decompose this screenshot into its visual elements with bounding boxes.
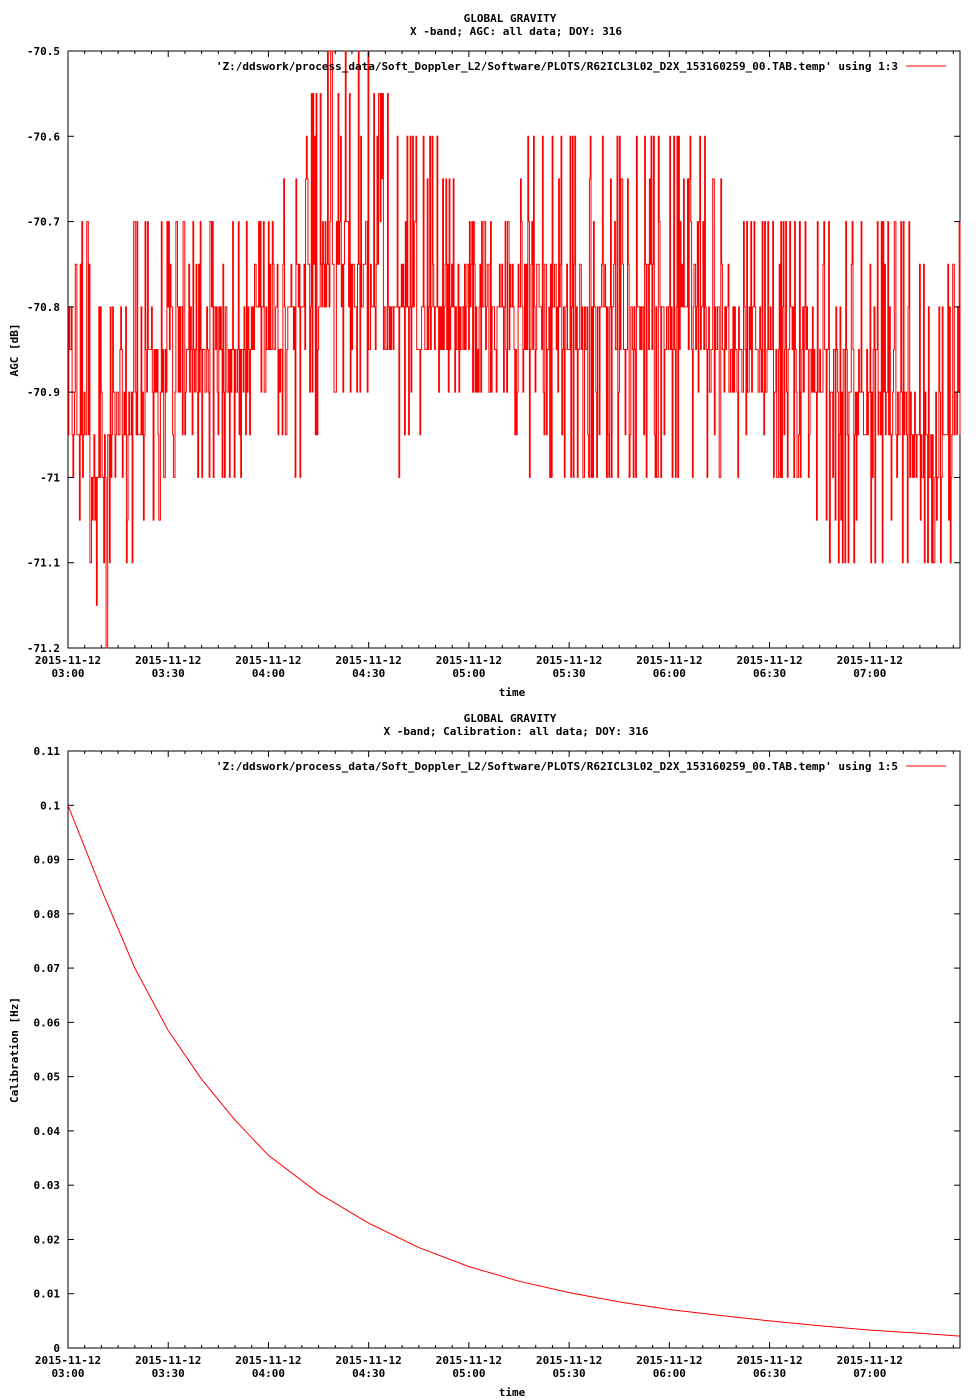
calibration-y-tick-label: 0.08 [34, 908, 61, 921]
agc-y-tick-label: -70.7 [27, 216, 60, 229]
calibration-x-tick-date: 2015-11-12 [536, 1354, 602, 1367]
calibration-x-tick-date: 2015-11-12 [837, 1354, 903, 1367]
agc-y-tick-label: -71 [40, 471, 60, 484]
calibration-y-tick-label: 0.07 [34, 962, 61, 975]
agc-x-tick-date: 2015-11-12 [336, 654, 402, 667]
calibration-y-tick-label: 0.03 [34, 1179, 61, 1192]
calibration-y-tick-label: 0.04 [34, 1125, 61, 1138]
calibration-x-tick-date: 2015-11-12 [135, 1354, 201, 1367]
agc-legend: 'Z:/ddswork/process_data/Soft_Doppler_L2… [216, 60, 946, 73]
agc-x-tick-date: 2015-11-12 [636, 654, 702, 667]
calibration-y-tick-label: 0.02 [34, 1233, 61, 1246]
calibration-y-tick-label: 0.1 [40, 799, 60, 812]
agc-x-tick-time: 05:00 [452, 667, 485, 680]
calibration-y-axis-label: Calibration [Hz] [8, 997, 21, 1103]
calibration-x-tick-time: 04:30 [352, 1367, 385, 1380]
calibration-chart-subtitle: X -band; Calibration: all data; DOY: 316 [384, 725, 649, 738]
calibration-x-axis-label: time [499, 1386, 526, 1399]
agc-x-axis-label: time [499, 686, 526, 699]
calibration-x-tick-time: 03:00 [51, 1367, 84, 1380]
calibration-x-tick-time: 05:00 [452, 1367, 485, 1380]
agc-chart-subtitle: X -band; AGC: all data; DOY: 316 [410, 25, 622, 38]
calibration-x-tick-date: 2015-11-12 [336, 1354, 402, 1367]
calibration-x-tick-time: 04:00 [252, 1367, 285, 1380]
agc-x-tick-date: 2015-11-12 [135, 654, 201, 667]
calibration-x-tick-date: 2015-11-12 [436, 1354, 502, 1367]
agc-x-tick-date: 2015-11-12 [436, 654, 502, 667]
agc-x-tick-time: 07:00 [853, 667, 886, 680]
agc-series-line [68, 50, 961, 649]
agc-x-axis: 2015-11-1203:002015-11-1203:302015-11-12… [35, 51, 954, 680]
agc-chart: GLOBAL GRAVITY X -band; AGC: all data; D… [8, 12, 961, 699]
calibration-series-line [67, 805, 961, 1337]
agc-x-tick-time: 06:00 [653, 667, 686, 680]
calibration-x-tick-time: 03:30 [152, 1367, 185, 1380]
agc-x-tick-date: 2015-11-12 [837, 654, 903, 667]
calibration-series [67, 805, 961, 1337]
agc-legend-label: 'Z:/ddswork/process_data/Soft_Doppler_L2… [216, 60, 898, 73]
calibration-x-tick-time: 06:30 [753, 1367, 786, 1380]
calibration-plot-frame [67, 750, 961, 1349]
agc-series [68, 50, 961, 649]
agc-y-tick-label: -70.5 [27, 45, 60, 58]
calibration-y-tick-label: 0.05 [34, 1071, 61, 1084]
calibration-x-tick-date: 2015-11-12 [35, 1354, 101, 1367]
calibration-y-tick-label: 0.11 [34, 745, 61, 758]
calibration-x-tick-date: 2015-11-12 [636, 1354, 702, 1367]
calibration-chart-title: GLOBAL GRAVITY [464, 712, 557, 725]
agc-y-tick-label: -70.6 [27, 130, 60, 143]
agc-x-tick-time: 03:00 [51, 667, 84, 680]
calibration-y-axis: 0.11 0.1 0.09 0.08 0.07 0.06 0.05 0.04 0.03 0.02 0… [34, 745, 960, 1355]
calibration-x-tick-time: 07:00 [853, 1367, 886, 1380]
calibration-x-axis: 2015-11-1203:002015-11-1203:302015-11-12… [35, 751, 954, 1380]
calibration-y-tick-label: 0.06 [34, 1016, 61, 1029]
agc-y-tick-label: -70.8 [27, 301, 60, 314]
calibration-x-tick-date: 2015-11-12 [235, 1354, 301, 1367]
agc-x-tick-time: 04:30 [352, 667, 385, 680]
agc-x-tick-time: 03:30 [152, 667, 185, 680]
calibration-x-tick-time: 06:00 [653, 1367, 686, 1380]
agc-y-tick-label: -71.1 [27, 557, 60, 570]
agc-y-axis-label: AGC [dB] [8, 324, 21, 377]
agc-x-tick-time: 05:30 [553, 667, 586, 680]
calibration-y-tick-label: 0.01 [34, 1288, 61, 1301]
agc-y-axis: -70.5 -70.6 -70.7 -70.8 -70.9 -71 -71.1 -71.2 [27, 45, 960, 655]
agc-x-tick-date: 2015-11-12 [35, 654, 101, 667]
calibration-x-tick-time: 05:30 [553, 1367, 586, 1380]
agc-x-tick-date: 2015-11-12 [736, 654, 802, 667]
calibration-y-tick-label: 0 [53, 1342, 60, 1355]
agc-chart-title: GLOBAL GRAVITY [464, 12, 557, 25]
agc-x-tick-date: 2015-11-12 [235, 654, 301, 667]
agc-y-tick-label: -70.9 [27, 386, 60, 399]
calibration-y-tick-label: 0.09 [34, 854, 61, 867]
calibration-legend: 'Z:/ddswork/process_data/Soft_Doppler_L2… [216, 760, 946, 773]
calibration-legend-label: 'Z:/ddswork/process_data/Soft_Doppler_L2… [216, 760, 898, 773]
agc-y-tick-label: -71.2 [27, 642, 60, 655]
agc-x-tick-date: 2015-11-12 [536, 654, 602, 667]
calibration-chart: GLOBAL GRAVITY X -band; Calibration: all… [8, 712, 961, 1399]
calibration-x-tick-date: 2015-11-12 [736, 1354, 802, 1367]
agc-x-tick-time: 06:30 [753, 667, 786, 680]
agc-x-tick-time: 04:00 [252, 667, 285, 680]
